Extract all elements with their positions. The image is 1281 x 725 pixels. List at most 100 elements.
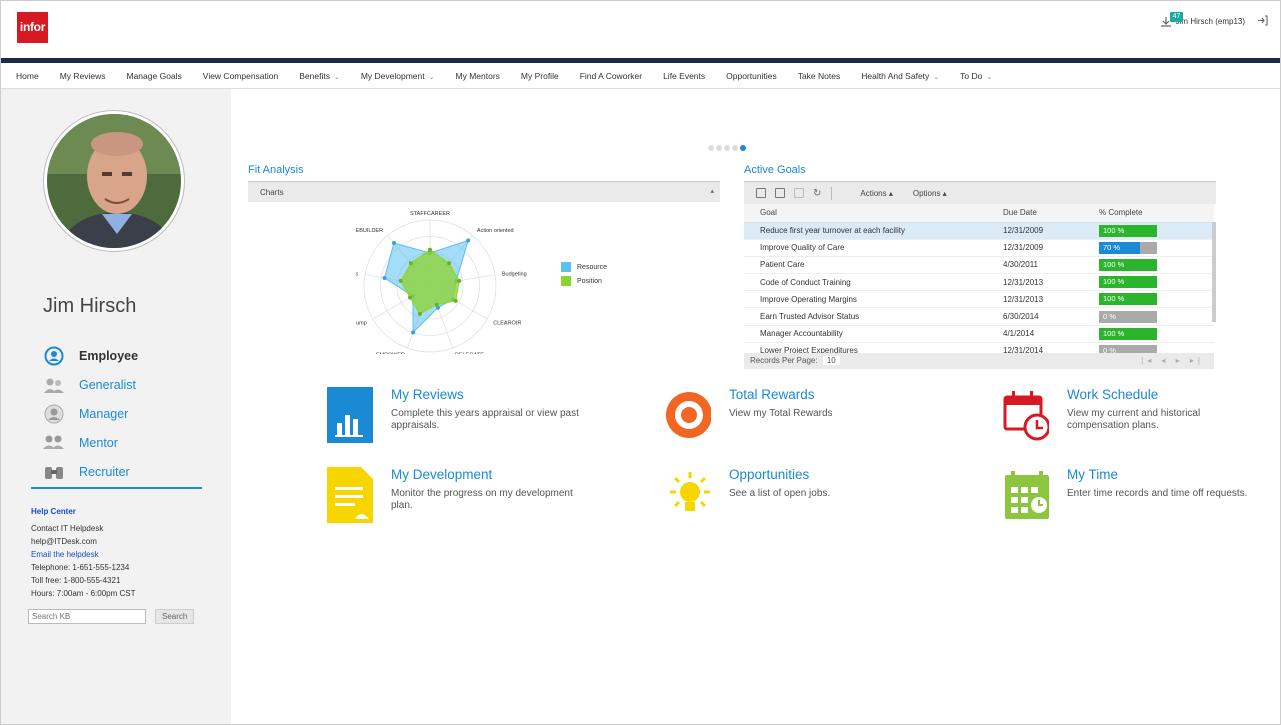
reviews-chart-icon[interactable] xyxy=(327,387,373,443)
radar-point[interactable] xyxy=(417,311,422,316)
pct-cell: 100 % xyxy=(1083,256,1214,275)
logout-icon[interactable] xyxy=(1257,15,1268,28)
tile-total-rewards[interactable]: Total Rewards View my Total Rewards xyxy=(665,387,924,443)
table-row[interactable]: Code of Conduct Training 12/31/2013 100 % xyxy=(744,273,1214,292)
nav-item[interactable]: Opportunities xyxy=(726,71,777,81)
charts-dropdown[interactable]: Charts ▴ xyxy=(248,181,720,202)
radar-point[interactable] xyxy=(447,261,452,266)
radar-point[interactable] xyxy=(411,330,416,335)
table-row[interactable]: Improve Operating Margins 12/31/2013 100 % xyxy=(744,290,1214,309)
nav-item[interactable]: Benefits ⌄ xyxy=(299,71,340,81)
options-menu[interactable]: Options ▴ xyxy=(912,188,947,198)
radar-point[interactable] xyxy=(434,302,439,307)
tile-title[interactable]: My Reviews xyxy=(391,387,464,402)
radar-point[interactable] xyxy=(457,278,462,283)
role-generalist[interactable]: Generalist xyxy=(43,370,213,399)
goal-cell: Code of Conduct Training xyxy=(744,273,987,292)
tile-description: View my current and historical compensat… xyxy=(1067,408,1201,431)
radar-point[interactable] xyxy=(435,305,440,310)
kb-search-button[interactable]: Search xyxy=(155,609,195,624)
tile-my-time[interactable]: My Time Enter time records and time off r… xyxy=(1003,467,1262,523)
pager-controls[interactable]: |◂ ◂ ▸ ▸| xyxy=(1141,356,1204,365)
nav-item[interactable]: To Do ⌄ xyxy=(960,71,992,81)
radar-point[interactable] xyxy=(382,275,387,280)
table-row[interactable]: Manager Accountability 4/1/2014 100 % xyxy=(744,325,1214,343)
actions-menu[interactable]: Actions ▴ xyxy=(860,188,893,198)
tile-title[interactable]: Total Rewards xyxy=(729,387,815,402)
help-center-title: Help Center xyxy=(31,507,76,516)
radar-point[interactable] xyxy=(453,298,458,303)
radar-point[interactable] xyxy=(398,278,403,283)
document-icon[interactable] xyxy=(327,467,373,523)
open-folder-icon[interactable] xyxy=(775,188,785,198)
nav-item[interactable]: My Mentors xyxy=(456,71,500,81)
radar-point[interactable] xyxy=(408,261,413,266)
col-goal[interactable]: Goal xyxy=(744,204,987,223)
nav-item[interactable]: Home xyxy=(16,71,39,81)
radar-point[interactable] xyxy=(407,295,412,300)
nav-item[interactable]: My Development ⌄ xyxy=(361,71,435,81)
progress-label: 100 % xyxy=(1103,259,1125,269)
radar-point[interactable] xyxy=(428,247,432,252)
nav-item[interactable]: My Profile xyxy=(521,71,559,81)
role-recruiter[interactable]: Recruiter xyxy=(43,457,213,486)
table-row[interactable]: Improve Quality of Care 12/31/2009 70 % xyxy=(744,239,1214,257)
radar-axis-label: CLEAROIR xyxy=(493,321,521,327)
user-menu[interactable]: 47 Jim Hirsch (emp13) xyxy=(1160,11,1268,28)
tile-title[interactable]: Work Schedule xyxy=(1067,387,1159,402)
carousel-dot[interactable] xyxy=(716,145,722,151)
actions-label: Actions xyxy=(860,188,887,198)
tile-title[interactable]: Opportunities xyxy=(729,467,810,482)
infor-logo[interactable]: infor xyxy=(17,12,48,43)
records-per-page-select[interactable]: 10 xyxy=(822,356,840,365)
download-icon[interactable]: 47 xyxy=(1160,11,1184,28)
nav-item[interactable]: Find A Coworker xyxy=(580,71,642,81)
nav-item[interactable]: Health And Safety ⌄ xyxy=(861,71,939,81)
role-mentor[interactable]: Mentor xyxy=(43,428,213,457)
kb-search-input[interactable] xyxy=(28,609,146,624)
role-employee[interactable]: Employee xyxy=(43,341,213,370)
tile-work-schedule[interactable]: Work Schedule View my current and histori… xyxy=(1003,387,1262,443)
col-due-date[interactable]: Due Date xyxy=(987,204,1083,223)
nav-item[interactable]: My Reviews xyxy=(60,71,106,81)
help-contact: Contact IT Helpdesk xyxy=(31,524,104,533)
tile-opportunities[interactable]: Opportunities See a list of open jobs. xyxy=(665,467,924,523)
lightbulb-icon[interactable] xyxy=(665,467,711,523)
add-goal-icon[interactable] xyxy=(756,188,766,198)
email-helpdesk-link[interactable]: Email the helpdesk xyxy=(31,550,99,559)
carousel-dot-active[interactable] xyxy=(740,145,746,151)
tile-title[interactable]: My Development xyxy=(391,467,493,482)
refresh-icon[interactable]: ↻ xyxy=(813,187,822,199)
delete-icon[interactable] xyxy=(794,188,804,198)
role-list: Employee Generalist Manager Mentor Recruiter xyxy=(43,341,213,486)
table-row[interactable]: Patient Care 4/30/2011 100 % xyxy=(744,256,1214,275)
pct-cell: 100 % xyxy=(1083,325,1214,343)
carousel-dot[interactable] xyxy=(732,145,738,151)
nav-item[interactable]: Take Notes xyxy=(798,71,841,81)
radar-point[interactable] xyxy=(466,238,471,243)
tile-title[interactable]: My Time xyxy=(1067,467,1119,482)
goals-toolbar: ↻ Actions ▴ Options ▴ xyxy=(744,182,1216,204)
rewards-icon[interactable] xyxy=(665,387,711,443)
nav-item[interactable]: Life Events xyxy=(663,71,705,81)
goals-scrollbar[interactable] xyxy=(1212,222,1216,322)
role-manager[interactable]: Manager xyxy=(43,399,213,428)
user-name[interactable]: Jim Hirsch (emp13) xyxy=(1175,17,1245,26)
collapse-caret-icon[interactable]: ▴ xyxy=(710,188,714,195)
radar-point[interactable] xyxy=(391,241,396,246)
tile-my-reviews[interactable]: My Reviews Complete this years appraisal … xyxy=(327,387,586,443)
calendar-clock-icon[interactable] xyxy=(1003,387,1049,443)
table-row[interactable]: Reduce first year turnover at each facil… xyxy=(744,222,1214,240)
tile-my-development[interactable]: My Development Monitor the progress on my… xyxy=(327,467,586,523)
nav-item[interactable]: View Compensation xyxy=(203,71,278,81)
carousel-dot[interactable] xyxy=(708,145,714,151)
timesheet-icon[interactable] xyxy=(1003,467,1049,523)
nav-item-label: Manage Goals xyxy=(126,71,182,81)
col-pct-complete[interactable]: % Complete xyxy=(1083,204,1214,223)
nav-item[interactable]: Manage Goals xyxy=(127,71,182,81)
chevron-down-icon: ⌄ xyxy=(428,74,435,81)
chevron-down-icon: ⌄ xyxy=(333,74,340,81)
carousel-dot[interactable] xyxy=(724,145,730,151)
progress-bar: 0 % xyxy=(1099,310,1157,323)
table-row[interactable]: Earn Trusted Advisor Status 6/30/2014 0 % xyxy=(744,307,1214,326)
